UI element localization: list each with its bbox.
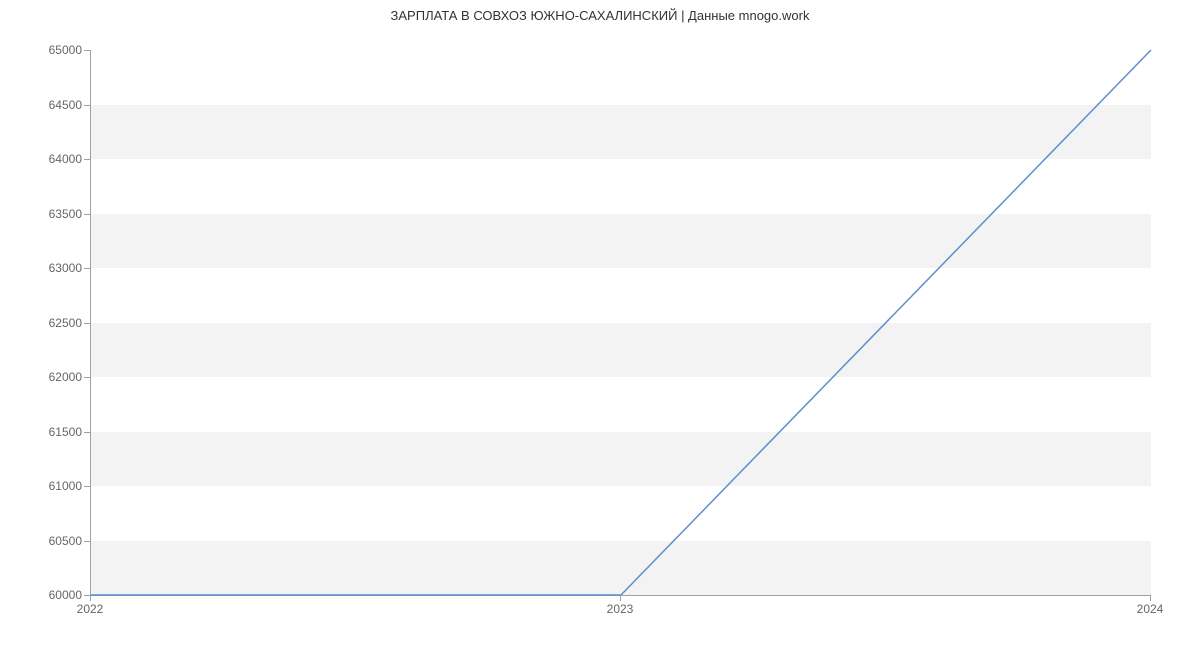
y-tick-mark — [84, 377, 90, 378]
y-tick-mark — [84, 105, 90, 106]
y-tick-label: 60500 — [22, 534, 82, 548]
y-tick-mark — [84, 486, 90, 487]
y-tick-label: 61000 — [22, 479, 82, 493]
y-tick-mark — [84, 541, 90, 542]
x-tick-mark — [620, 595, 621, 601]
y-tick-mark — [84, 268, 90, 269]
x-tick-label: 2023 — [607, 602, 634, 616]
y-tick-label: 62000 — [22, 370, 82, 384]
x-tick-mark — [1150, 595, 1151, 601]
y-tick-mark — [84, 323, 90, 324]
y-tick-label: 63000 — [22, 261, 82, 275]
y-tick-label: 61500 — [22, 425, 82, 439]
y-tick-label: 63500 — [22, 207, 82, 221]
y-tick-mark — [84, 432, 90, 433]
y-tick-mark — [84, 50, 90, 51]
x-tick-label: 2022 — [77, 602, 104, 616]
series-line-salary — [91, 50, 1151, 595]
y-tick-mark — [84, 159, 90, 160]
y-tick-label: 65000 — [22, 43, 82, 57]
y-tick-label: 64000 — [22, 152, 82, 166]
y-tick-label: 64500 — [22, 98, 82, 112]
line-layer — [91, 50, 1151, 595]
x-tick-mark — [90, 595, 91, 601]
y-tick-label: 62500 — [22, 316, 82, 330]
y-tick-mark — [84, 214, 90, 215]
y-tick-label: 60000 — [22, 588, 82, 602]
chart-title: ЗАРПЛАТА В СОВХОЗ ЮЖНО-САХАЛИНСКИЙ | Дан… — [0, 8, 1200, 23]
x-tick-label: 2024 — [1137, 602, 1164, 616]
plot-area — [90, 50, 1151, 596]
chart-container: ЗАРПЛАТА В СОВХОЗ ЮЖНО-САХАЛИНСКИЙ | Дан… — [0, 0, 1200, 650]
